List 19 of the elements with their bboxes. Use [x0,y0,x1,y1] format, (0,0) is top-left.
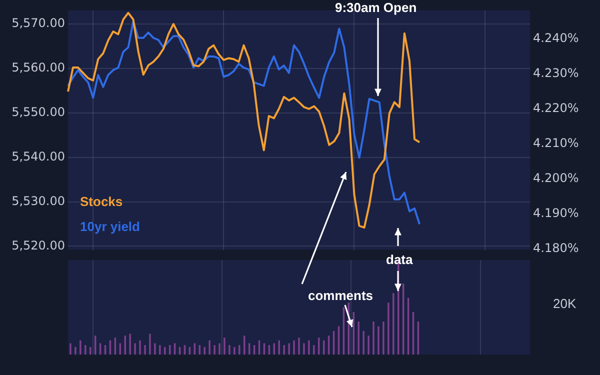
y-tick-label: 5,520.00 [12,238,65,252]
y2-tick-label: 4.180% [533,241,579,256]
y2-tick-label: 4.240% [533,31,579,46]
y-tick-label: 5,550.00 [12,105,65,120]
text: Stocks [80,194,124,209]
y2-tick-label: 4.210% [533,136,579,150]
y-tick-label: 5,570.00 [12,16,65,30]
y-tick-label: 5,540.00 [12,149,65,164]
y2-tick-label: 4.200% [533,171,579,186]
annotation: 9:30am Open [335,0,417,15]
text: 10yr yield [80,219,140,234]
text: 20K [553,296,576,311]
y-tick-label: 5,530.00 [12,194,65,208]
y-tick-label: 5,560.00 [12,60,65,75]
y2-tick-label: 4.220% [533,101,579,116]
annotation: data [386,252,413,267]
annotation: comments [308,288,374,303]
y2-tick-label: 4.190% [533,206,579,220]
y2-tick-label: 4.230% [533,66,579,80]
